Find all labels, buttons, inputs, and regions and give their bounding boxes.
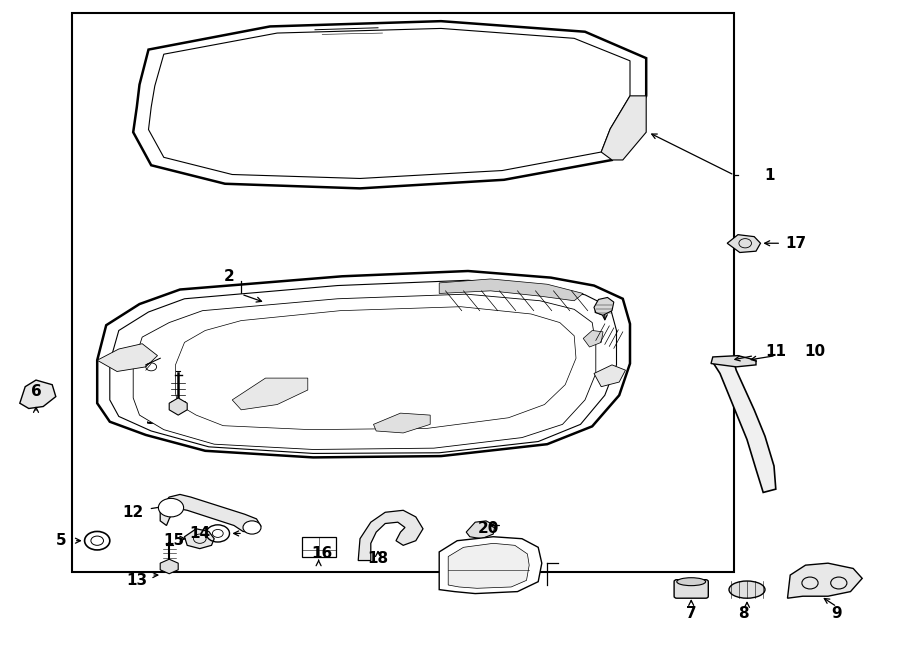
Text: 3: 3 (146, 412, 157, 427)
Polygon shape (133, 294, 596, 449)
Polygon shape (232, 378, 308, 410)
Polygon shape (160, 559, 178, 574)
Text: 5: 5 (56, 533, 67, 547)
Polygon shape (788, 563, 862, 598)
Polygon shape (711, 356, 756, 367)
Text: 7: 7 (686, 606, 697, 621)
Polygon shape (358, 510, 423, 561)
Polygon shape (583, 330, 603, 347)
Polygon shape (97, 344, 158, 371)
Polygon shape (148, 28, 630, 178)
Polygon shape (439, 279, 583, 301)
Text: 14: 14 (189, 526, 211, 541)
Text: 10: 10 (804, 344, 825, 359)
Text: 16: 16 (311, 546, 333, 561)
Bar (72, 13, 734, 572)
Text: 17: 17 (785, 236, 806, 251)
Circle shape (158, 498, 184, 517)
Polygon shape (601, 96, 646, 160)
Polygon shape (20, 380, 56, 408)
Text: 11: 11 (765, 344, 787, 359)
Polygon shape (713, 358, 776, 492)
Polygon shape (176, 307, 576, 430)
Ellipse shape (677, 578, 706, 586)
Text: 12: 12 (122, 505, 144, 520)
Bar (302, 537, 336, 557)
Text: 4: 4 (593, 303, 604, 318)
Polygon shape (133, 21, 646, 188)
Text: 13: 13 (126, 573, 148, 588)
Text: 9: 9 (832, 606, 842, 621)
Text: 6: 6 (31, 384, 41, 399)
Polygon shape (594, 365, 625, 387)
Polygon shape (727, 235, 760, 253)
Polygon shape (97, 271, 630, 457)
Text: 2: 2 (224, 269, 235, 284)
Text: 8: 8 (738, 606, 749, 621)
Polygon shape (439, 537, 542, 594)
Text: 18: 18 (367, 551, 389, 566)
Text: 20: 20 (478, 522, 500, 536)
Polygon shape (160, 494, 261, 533)
Text: 15: 15 (163, 533, 184, 547)
Polygon shape (374, 413, 430, 433)
Polygon shape (448, 543, 529, 588)
Polygon shape (594, 297, 614, 315)
Circle shape (243, 521, 261, 534)
Text: 1: 1 (764, 168, 775, 182)
Polygon shape (466, 521, 495, 539)
Text: 19: 19 (507, 556, 528, 570)
Polygon shape (184, 529, 214, 549)
FancyBboxPatch shape (674, 580, 708, 598)
Ellipse shape (729, 581, 765, 598)
Polygon shape (110, 280, 616, 453)
Polygon shape (169, 398, 187, 415)
